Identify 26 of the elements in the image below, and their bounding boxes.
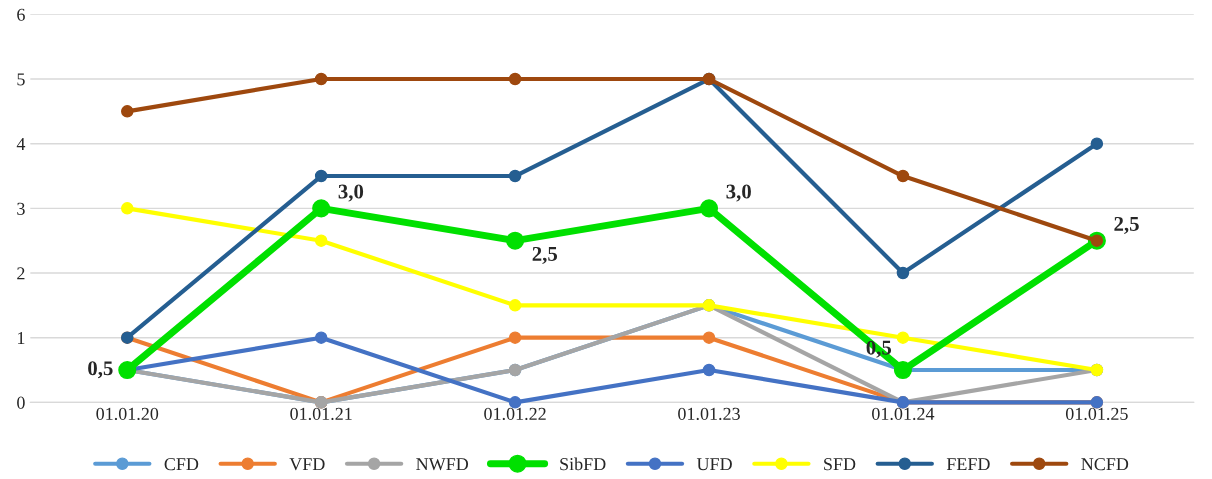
legend-label: VFD: [289, 458, 325, 471]
x-tick-label: 01.01.22: [484, 407, 546, 421]
data-label: 0,5: [88, 361, 113, 379]
legend-label: CFD: [164, 458, 199, 471]
x-tick-label: 01.01.21: [290, 407, 352, 421]
x-tick-label: 01.01.24: [872, 407, 935, 421]
x-tick-label: 01.01.20: [96, 407, 159, 421]
data-label: 3,0: [338, 184, 364, 202]
legend-label: FEFD: [946, 458, 990, 471]
y-tick-label: 3: [17, 202, 25, 215]
y-tick-label: 2: [17, 267, 25, 280]
y-tick-label: 4: [16, 138, 26, 150]
y-tick-label: 1: [18, 332, 25, 344]
legend-label: UFD: [696, 458, 732, 471]
x-tick-label: 01.01.23: [678, 407, 740, 421]
x-tick-label: 01.01.25: [1065, 407, 1128, 421]
data-label: 2,5: [1114, 216, 1139, 234]
legend-label: NCFD: [1081, 458, 1129, 471]
data-label: 2,5: [532, 246, 558, 264]
legend-label: SFD: [824, 458, 856, 471]
data-label: 3,0: [726, 184, 751, 202]
y-tick-label: 0: [17, 396, 25, 409]
y-tick-label: 6: [17, 8, 25, 21]
legend-label: NWFD: [416, 458, 469, 471]
legend-label: SibFD: [560, 457, 606, 471]
y-tick-label: 5: [17, 73, 25, 86]
